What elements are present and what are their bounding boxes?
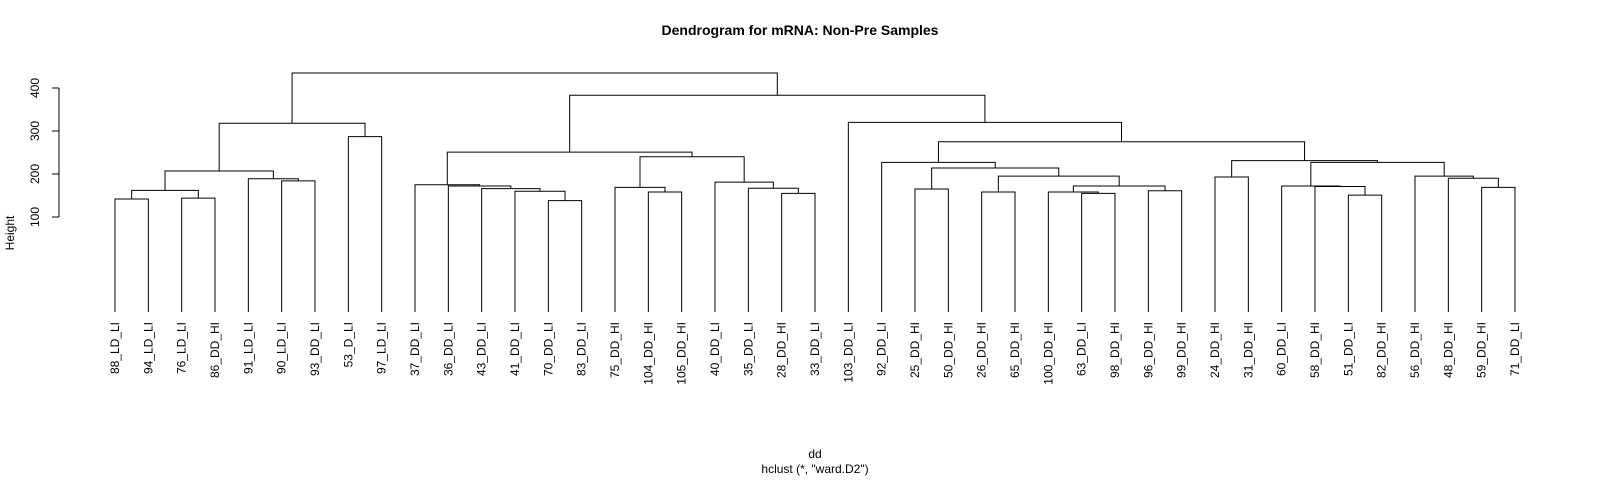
dendrogram-link — [981, 191, 1016, 312]
leaf-label: 60_DD_LI — [1275, 322, 1289, 376]
leaf-label: 96_DD_HI — [1141, 322, 1155, 378]
dendrogram-link — [164, 170, 274, 191]
dendrogram-link — [1214, 176, 1249, 312]
leaf-label: 35_DD_LI — [741, 322, 755, 376]
leaf-label: 26_DD_HI — [975, 322, 989, 378]
leaf-label: 83_DD_LI — [575, 322, 589, 376]
leaf-label: 75_DD_HI — [608, 322, 622, 378]
leaf-label: 37_DD_LI — [408, 322, 422, 376]
dendrogram-link — [247, 178, 299, 312]
leaf-label: 58_DD_HI — [1308, 322, 1322, 378]
dendrogram-link — [1347, 194, 1383, 312]
dendrogram-link — [997, 175, 1120, 193]
dendrogram-link — [547, 200, 583, 312]
leaf-label: 98_DD_HI — [1108, 322, 1122, 378]
method-sublabel: hclust (*, "ward.D2") — [761, 462, 868, 476]
dendrogram-link — [1447, 177, 1499, 312]
dendrogram-link — [447, 185, 512, 312]
dendrogram-link — [614, 186, 666, 312]
dendrogram-link — [114, 198, 149, 312]
dendrogram-link — [281, 180, 316, 312]
leaf-label: 105_DD_HI — [675, 322, 689, 385]
chart-title: Dendrogram for mRNA: Non-Pre Samples — [662, 22, 939, 38]
dendrogram-link — [1414, 175, 1474, 312]
y-axis-label: Height — [3, 215, 17, 250]
leaf-label: 82_DD_HI — [1375, 322, 1389, 378]
leaf-label: 43_DD_LI — [475, 322, 489, 376]
dendrogram-link — [481, 188, 541, 312]
y-tick-label: 400 — [28, 78, 42, 98]
leaf-label: 92_DD_LI — [875, 322, 889, 376]
dendrogram-links — [114, 72, 1516, 312]
leaf-label: 76_LD_LI — [175, 322, 189, 374]
y-tick-label: 300 — [28, 121, 42, 141]
leaf-label: 56_DD_HI — [1408, 322, 1422, 378]
leaf-label: 41_DD_LI — [508, 322, 522, 376]
leaf-label: 90_LD_LI — [275, 322, 289, 374]
dendrogram-link — [1310, 161, 1445, 187]
leaf-label: 28_DD_HI — [775, 322, 789, 378]
dendrogram-link — [1147, 190, 1183, 312]
leaf-label: 50_DD_HI — [941, 322, 955, 378]
x-axis-label: dd — [808, 447, 821, 461]
dendrogram-link — [937, 141, 1306, 163]
dendrogram-link — [914, 188, 949, 312]
y-tick-label: 100 — [28, 207, 42, 227]
leaf-labels: 88_LD_LI 94_LD_LI 76_LD_LI 86_DD_HI 91_LD_LI… — [108, 322, 1522, 385]
dendrogram-link — [569, 94, 986, 153]
leaf-label: 94_LD_LI — [141, 322, 155, 374]
dendrogram-link — [1047, 191, 1099, 312]
leaf-label: 48_DD_HI — [1441, 322, 1455, 378]
dendrogram-link — [747, 187, 799, 312]
leaf-label: 93_DD_LI — [308, 322, 322, 376]
dendrogram-link — [218, 122, 366, 171]
leaf-label: 86_DD_HI — [208, 322, 222, 378]
dendrogram-link — [1481, 186, 1516, 312]
leaf-label: 100_DD_HI — [1041, 322, 1055, 385]
leaf-label: 31_DD_HI — [1241, 322, 1255, 378]
leaf-label: 24_DD_HI — [1208, 322, 1222, 378]
dendrogram-link — [881, 161, 996, 312]
leaf-label: 63_DD_LI — [1075, 322, 1089, 376]
dendrogram-link — [931, 167, 1060, 190]
dendrogram-link — [347, 136, 383, 312]
dendrogram-link — [1231, 160, 1378, 178]
leaf-label: 65_DD_HI — [1008, 322, 1022, 378]
leaf-label: 91_LD_LI — [241, 322, 255, 374]
leaf-label: 97_LD_LI — [375, 322, 389, 374]
y-axis: 100 200 300 400 — [28, 78, 60, 227]
leaf-label: 103_DD_LI — [841, 322, 855, 383]
dendrogram-link — [647, 191, 683, 312]
dendrogram-link — [414, 184, 481, 312]
dendrogram-link — [514, 190, 566, 312]
dendrogram-link — [1081, 192, 1116, 312]
leaf-label: 59_DD_HI — [1475, 322, 1489, 378]
dendrogram-link — [1314, 185, 1366, 312]
dendrogram-link — [639, 156, 745, 188]
dendrogram-link — [181, 197, 216, 312]
leaf-label: 25_DD_HI — [908, 322, 922, 378]
leaf-label: 33_DD_LI — [808, 322, 822, 376]
leaf-label: 51_DD_LI — [1341, 322, 1355, 376]
leaf-label: 53_D_LI — [341, 322, 355, 367]
leaf-label: 70_DD_LI — [541, 322, 555, 376]
leaf-label: 88_LD_LI — [108, 322, 122, 374]
dendrogram-link — [847, 121, 1123, 312]
dendrogram-link — [714, 181, 774, 312]
y-tick-label: 200 — [28, 164, 42, 184]
leaf-label: 71_DD_LI — [1508, 322, 1522, 376]
leaf-label: 104_DD_HI — [641, 322, 655, 385]
dendrogram-link — [1281, 185, 1341, 312]
dendrogram-link — [781, 192, 816, 312]
leaf-label: 40_DD_LI — [708, 322, 722, 376]
leaf-label: 36_DD_LI — [441, 322, 455, 376]
leaf-label: 99_DD_HI — [1175, 322, 1189, 378]
dendrogram-link — [291, 72, 778, 124]
